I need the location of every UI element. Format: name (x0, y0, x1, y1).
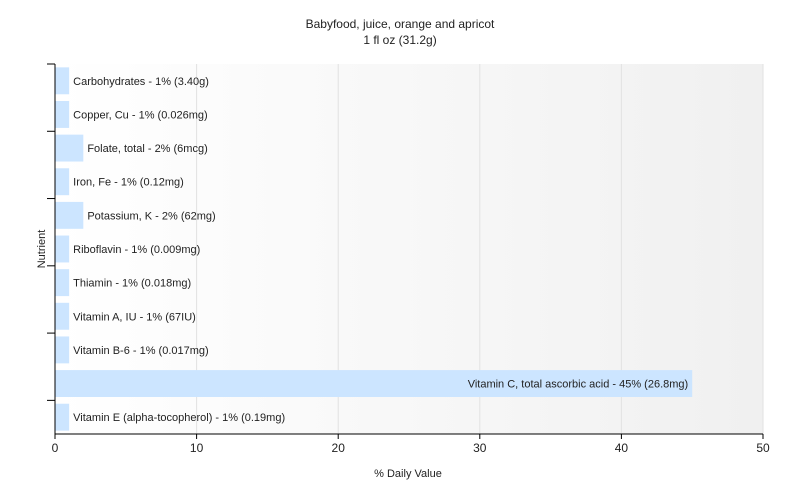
x-tick-label: 20 (332, 441, 346, 455)
y-axis-label: Nutrient (36, 230, 48, 269)
bar (55, 134, 84, 162)
bar-label: Potassium, K - 2% (62mg) (87, 210, 215, 222)
bar (55, 403, 70, 431)
bar-label: Vitamin C, total ascorbic acid - 45% (26… (468, 379, 689, 391)
x-tick-label: 40 (615, 441, 629, 455)
bar-label: Vitamin B-6 - 1% (0.017mg) (73, 345, 209, 357)
bar (55, 269, 70, 297)
bar (55, 201, 84, 229)
chart-subtitle: 1 fl oz (31.2g) (363, 33, 436, 47)
bar-label: Vitamin A, IU - 1% (67IU) (73, 311, 196, 323)
bar (55, 235, 70, 263)
chart-title: Babyfood, juice, orange and apricot (306, 17, 495, 31)
bar (55, 168, 70, 196)
bar-label: Thiamin - 1% (0.018mg) (73, 278, 191, 290)
bar (55, 302, 70, 330)
bar (55, 67, 70, 95)
bar-label: Copper, Cu - 1% (0.026mg) (73, 109, 208, 121)
bar-label: Riboflavin - 1% (0.009mg) (73, 244, 200, 256)
bar-label: Carbohydrates - 1% (3.40g) (73, 76, 209, 88)
bar-label: Iron, Fe - 1% (0.12mg) (73, 177, 184, 189)
bar (55, 336, 70, 364)
bar-label: Vitamin E (alpha-tocopherol) - 1% (0.19m… (73, 412, 285, 424)
bars: Carbohydrates - 1% (3.40g) Copper, Cu - 1… (55, 67, 693, 431)
x-tick-label: 10 (190, 441, 204, 455)
x-axis-label: % Daily Value (374, 468, 442, 480)
bar (55, 101, 70, 128)
bar (55, 370, 693, 397)
x-tick-label: 0 (52, 441, 59, 455)
bar-label: Folate, total - 2% (6mcg) (87, 143, 207, 155)
x-tick-label: 50 (756, 441, 770, 455)
axes: 0 10 20 30 40 50 (47, 63, 770, 455)
x-tick-label: 30 (473, 441, 487, 455)
